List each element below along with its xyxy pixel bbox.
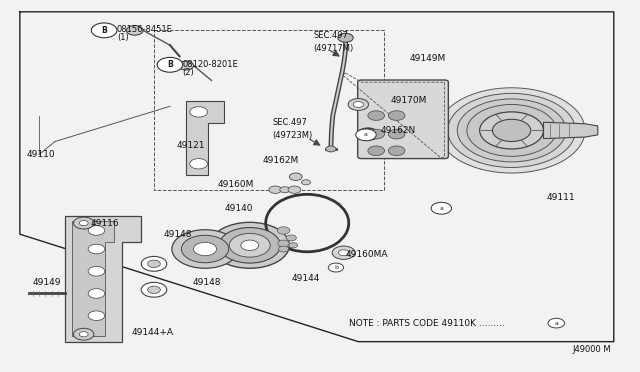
Circle shape bbox=[79, 221, 88, 226]
Circle shape bbox=[438, 88, 585, 173]
Text: 49140: 49140 bbox=[224, 204, 253, 213]
Circle shape bbox=[178, 61, 193, 70]
Circle shape bbox=[269, 186, 282, 193]
Circle shape bbox=[492, 119, 531, 141]
Text: (49723M): (49723M) bbox=[272, 131, 312, 141]
Polygon shape bbox=[186, 101, 224, 175]
Text: a: a bbox=[364, 132, 368, 137]
Text: 49121: 49121 bbox=[176, 141, 205, 150]
Circle shape bbox=[278, 246, 289, 252]
Circle shape bbox=[241, 240, 259, 250]
Circle shape bbox=[338, 33, 353, 42]
Circle shape bbox=[288, 186, 301, 193]
Text: 49111: 49111 bbox=[547, 193, 575, 202]
Circle shape bbox=[278, 240, 289, 247]
Circle shape bbox=[368, 146, 385, 155]
Text: SEC.497: SEC.497 bbox=[314, 31, 349, 41]
Text: 49162N: 49162N bbox=[381, 126, 416, 135]
Text: 49162M: 49162M bbox=[262, 155, 299, 164]
Text: SEC.497: SEC.497 bbox=[272, 119, 307, 128]
Circle shape bbox=[479, 112, 543, 149]
Circle shape bbox=[348, 99, 369, 110]
Text: a: a bbox=[554, 321, 558, 326]
Text: (49717M): (49717M) bbox=[314, 44, 354, 53]
Circle shape bbox=[301, 180, 310, 185]
Text: 49149: 49149 bbox=[33, 278, 61, 287]
Circle shape bbox=[388, 146, 405, 155]
Circle shape bbox=[467, 105, 556, 156]
Circle shape bbox=[353, 102, 364, 108]
Circle shape bbox=[219, 228, 280, 263]
Text: B: B bbox=[167, 60, 173, 69]
Circle shape bbox=[368, 129, 385, 139]
Circle shape bbox=[362, 131, 374, 137]
Circle shape bbox=[79, 332, 88, 337]
Circle shape bbox=[148, 286, 161, 294]
Text: 08156-8451E: 08156-8451E bbox=[117, 25, 173, 34]
Text: 49144: 49144 bbox=[291, 274, 319, 283]
Circle shape bbox=[356, 129, 376, 141]
Circle shape bbox=[458, 99, 566, 162]
Text: B: B bbox=[101, 26, 107, 35]
Polygon shape bbox=[72, 221, 115, 336]
Circle shape bbox=[189, 158, 207, 169]
Text: 49110: 49110 bbox=[26, 150, 55, 159]
Circle shape bbox=[448, 93, 575, 167]
Circle shape bbox=[157, 57, 182, 72]
Text: b: b bbox=[334, 265, 338, 270]
Text: 08120-8201E: 08120-8201E bbox=[182, 60, 238, 69]
Text: a: a bbox=[440, 206, 444, 211]
Circle shape bbox=[88, 226, 105, 235]
Circle shape bbox=[193, 242, 216, 256]
Text: 49170M: 49170M bbox=[390, 96, 427, 105]
Circle shape bbox=[339, 250, 349, 256]
Circle shape bbox=[74, 328, 94, 340]
Circle shape bbox=[141, 256, 167, 271]
Circle shape bbox=[431, 202, 452, 214]
Circle shape bbox=[88, 311, 105, 321]
Circle shape bbox=[277, 227, 290, 234]
Text: (2): (2) bbox=[182, 68, 194, 77]
Text: (1): (1) bbox=[117, 33, 129, 42]
Circle shape bbox=[210, 222, 289, 268]
Circle shape bbox=[229, 234, 270, 257]
Circle shape bbox=[388, 111, 405, 121]
Circle shape bbox=[88, 244, 105, 254]
Circle shape bbox=[127, 26, 143, 35]
Text: 49148: 49148 bbox=[192, 278, 221, 287]
Circle shape bbox=[280, 187, 290, 193]
Circle shape bbox=[388, 129, 405, 139]
Circle shape bbox=[332, 246, 355, 259]
Circle shape bbox=[148, 260, 161, 267]
Circle shape bbox=[172, 230, 238, 268]
Text: 49160M: 49160M bbox=[218, 180, 254, 189]
Circle shape bbox=[289, 173, 302, 180]
Circle shape bbox=[328, 263, 344, 272]
Text: 49149M: 49149M bbox=[410, 54, 445, 62]
Circle shape bbox=[189, 107, 207, 117]
Circle shape bbox=[92, 23, 117, 38]
Circle shape bbox=[548, 318, 564, 328]
Text: 49148: 49148 bbox=[164, 230, 192, 239]
Text: J49000 M: J49000 M bbox=[572, 344, 611, 353]
Polygon shape bbox=[65, 216, 141, 341]
Circle shape bbox=[141, 282, 167, 297]
Circle shape bbox=[181, 235, 228, 263]
Circle shape bbox=[289, 243, 298, 248]
Text: NOTE : PARTS CODE 49110K .........: NOTE : PARTS CODE 49110K ......... bbox=[349, 319, 504, 328]
Text: 49144+A: 49144+A bbox=[132, 328, 173, 337]
Circle shape bbox=[88, 289, 105, 298]
Circle shape bbox=[74, 217, 94, 229]
Circle shape bbox=[286, 235, 296, 241]
Circle shape bbox=[368, 111, 385, 121]
FancyBboxPatch shape bbox=[358, 80, 449, 158]
Circle shape bbox=[326, 146, 336, 152]
Circle shape bbox=[88, 266, 105, 276]
Text: 49116: 49116 bbox=[90, 219, 119, 228]
Circle shape bbox=[358, 128, 378, 140]
Polygon shape bbox=[543, 122, 598, 138]
Text: 49160MA: 49160MA bbox=[346, 250, 388, 259]
